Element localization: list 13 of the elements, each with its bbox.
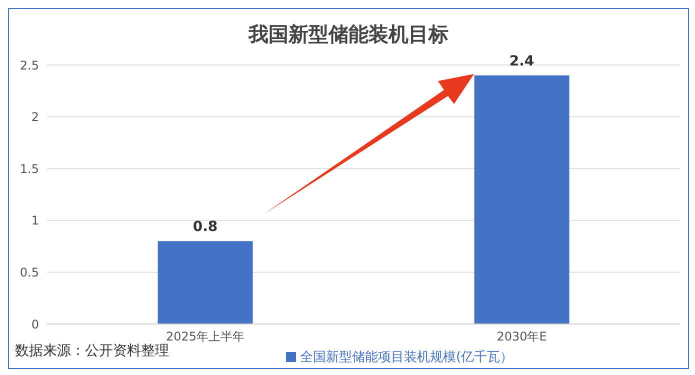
- y-tick-label: 0.5: [20, 265, 39, 280]
- y-tick-label: 2: [31, 110, 39, 124]
- y-tick-label: 1.5: [20, 162, 39, 176]
- x-tick-label: 2025年上半年: [166, 330, 245, 344]
- legend-label: 全国新型储能项目装机规模(亿千瓦）: [300, 350, 514, 365]
- data-label: 2.4: [509, 53, 534, 70]
- data-label: 0.8: [192, 219, 218, 236]
- y-tick-label: 2.5: [20, 58, 39, 72]
- x-tick-label: 2030年E: [496, 330, 547, 344]
- y-tick-label: 0: [31, 317, 39, 332]
- source-note: 数据来源：公开资料整理: [15, 342, 169, 360]
- chart-title: 我国新型储能装机目标: [247, 21, 450, 48]
- y-tick-label: 1: [31, 214, 39, 228]
